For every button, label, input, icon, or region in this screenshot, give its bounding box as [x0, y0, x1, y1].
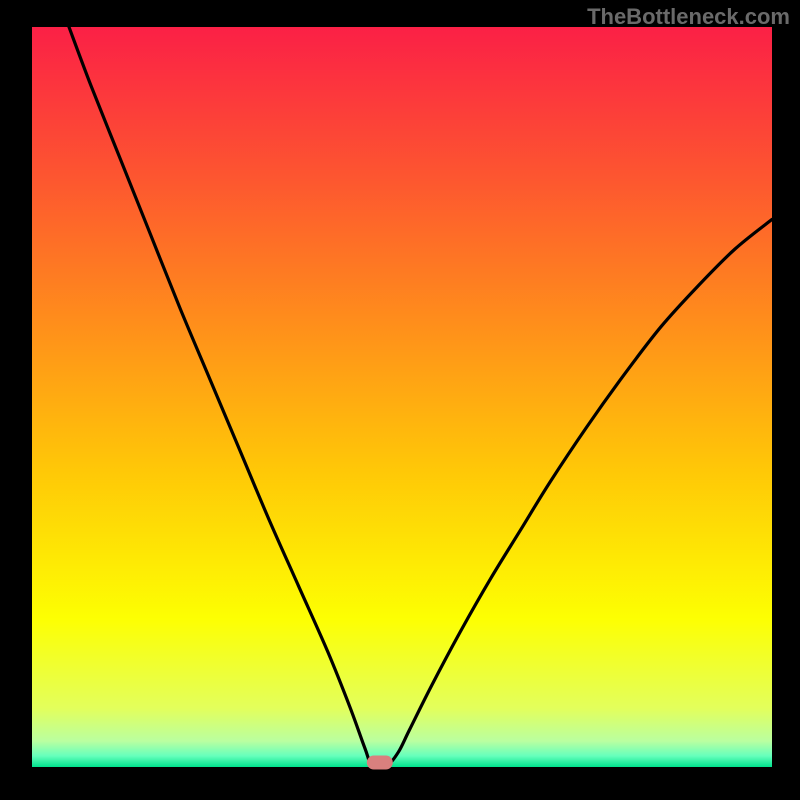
- watermark-text: TheBottleneck.com: [587, 4, 790, 30]
- optimal-marker: [367, 756, 393, 770]
- bottleneck-chart: [0, 0, 800, 800]
- plot-background: [32, 27, 772, 767]
- chart-container: TheBottleneck.com: [0, 0, 800, 800]
